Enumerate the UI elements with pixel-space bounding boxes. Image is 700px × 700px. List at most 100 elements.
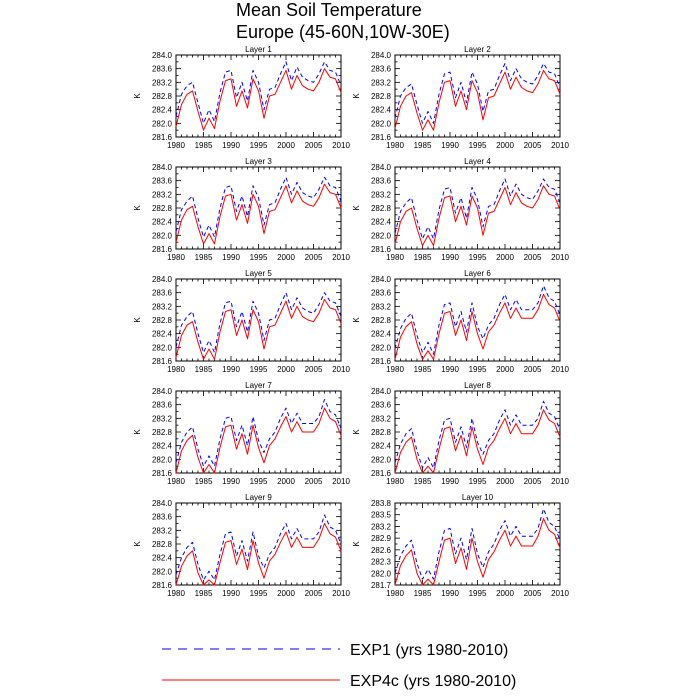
x-tick-label: 1995 — [469, 365, 487, 374]
x-tick-label: 1980 — [167, 141, 185, 150]
y-tick-label: 283.2 — [371, 190, 392, 199]
series-line-exp4c — [175, 523, 342, 586]
x-tick-label: 2010 — [551, 365, 569, 374]
x-tick-label: 2000 — [277, 589, 295, 598]
plot-frame — [394, 54, 561, 138]
y-axis-label: K — [352, 541, 361, 547]
y-tick-label: 282.8 — [152, 428, 173, 437]
y-tick-label: 282.8 — [152, 204, 173, 213]
y-tick-label: 284.0 — [152, 387, 173, 396]
panel-title: Layer 5 — [245, 269, 272, 278]
series-line-exp1 — [175, 399, 342, 467]
y-tick-label: 284.0 — [152, 499, 173, 508]
x-tick-label: 2005 — [524, 589, 542, 598]
x-tick-label: 2010 — [551, 141, 569, 150]
series-line-exp1 — [394, 285, 561, 355]
x-tick-label: 1990 — [222, 477, 240, 486]
y-tick-label: 282.8 — [371, 204, 392, 213]
x-tick-label: 1980 — [386, 141, 404, 150]
x-tick-label: 1985 — [195, 253, 213, 262]
y-tick-label: 283.2 — [152, 302, 173, 311]
x-tick-label: 1980 — [167, 589, 185, 598]
x-tick-label: 2010 — [551, 477, 569, 486]
x-tick-label: 2005 — [305, 365, 323, 374]
panel-6: Layer 6 K 1980 1985 1990 1995 2000 2005 2010 281.… — [352, 269, 569, 374]
y-tick-label: 282.4 — [152, 218, 173, 227]
chart-subtitle: Europe (45-60N,10W-30E) — [236, 22, 450, 42]
y-axis-label: K — [133, 317, 142, 323]
x-tick-label: 2005 — [305, 477, 323, 486]
y-tick-label: 281.6 — [152, 357, 173, 366]
x-tick-label: 1980 — [167, 253, 185, 262]
legend: EXP1 (yrs 1980-2010) EXP4c (yrs 1980-201… — [162, 642, 516, 690]
x-tick-label: 1985 — [414, 477, 432, 486]
y-tick-label: 283.2 — [371, 414, 392, 423]
x-tick-label: 2010 — [332, 589, 350, 598]
panel-title: Layer 3 — [245, 157, 272, 166]
series-line-exp4c — [394, 518, 561, 586]
series-line-exp1 — [394, 400, 561, 469]
series-line-exp1 — [394, 508, 561, 580]
x-tick-label: 2005 — [305, 141, 323, 150]
y-tick-label: 282.4 — [152, 106, 173, 115]
x-tick-label: 2005 — [305, 253, 323, 262]
y-axis-label: K — [352, 429, 361, 435]
x-tick-label: 2010 — [332, 253, 350, 262]
y-tick-label: 282.3 — [371, 558, 392, 567]
x-tick-label: 1980 — [167, 477, 185, 486]
panel-5: Layer 5 K 1980 1985 1990 1995 2000 2005 2010 281.… — [133, 269, 350, 374]
x-tick-label: 1990 — [441, 253, 459, 262]
y-tick-label: 283.6 — [152, 65, 173, 74]
y-axis-label: K — [133, 429, 142, 435]
x-tick-label: 1985 — [414, 141, 432, 150]
y-tick-label: 281.6 — [152, 469, 173, 478]
y-tick-label: 283.2 — [152, 526, 173, 535]
y-tick-label: 282.4 — [371, 442, 392, 451]
y-axis-label: K — [352, 205, 361, 211]
y-tick-label: 281.6 — [371, 133, 392, 142]
x-tick-label: 1995 — [250, 141, 268, 150]
x-tick-label: 1990 — [222, 589, 240, 598]
y-tick-label: 282.8 — [152, 92, 173, 101]
y-tick-label: 283.6 — [152, 513, 173, 522]
y-tick-label: 283.2 — [152, 78, 173, 87]
y-tick-label: 282.0 — [152, 231, 173, 240]
x-tick-label: 1980 — [386, 589, 404, 598]
y-tick-label: 283.6 — [371, 401, 392, 410]
x-tick-label: 2010 — [332, 477, 350, 486]
y-tick-label: 283.2 — [152, 414, 173, 423]
series-line-exp1 — [175, 176, 342, 238]
x-tick-label: 2010 — [551, 253, 569, 262]
legend-label-exp4c: EXP4c (yrs 1980-2010) — [350, 673, 516, 690]
y-tick-label: 283.6 — [152, 177, 173, 186]
x-tick-label: 1995 — [250, 477, 268, 486]
x-tick-label: 1985 — [414, 253, 432, 262]
x-tick-label: 1985 — [195, 141, 213, 150]
x-tick-label: 2005 — [524, 141, 542, 150]
x-tick-label: 2000 — [277, 365, 295, 374]
x-tick-label: 2000 — [496, 589, 514, 598]
x-tick-label: 2000 — [277, 477, 295, 486]
series-line-exp1 — [175, 514, 342, 581]
panel-title: Layer 1 — [245, 45, 272, 54]
y-tick-label: 282.8 — [152, 316, 173, 325]
y-tick-label: 281.6 — [152, 245, 173, 254]
y-tick-label: 282.9 — [371, 534, 392, 543]
x-tick-label: 2005 — [524, 253, 542, 262]
y-tick-label: 282.0 — [371, 455, 392, 464]
x-tick-label: 1995 — [469, 589, 487, 598]
x-tick-label: 1985 — [195, 589, 213, 598]
y-tick-label: 283.6 — [371, 289, 392, 298]
series-line-exp4c — [175, 299, 342, 360]
series-line-exp4c — [394, 293, 561, 360]
plot-frame — [175, 278, 342, 362]
y-axis-label: K — [133, 541, 142, 547]
x-tick-label: 2000 — [496, 365, 514, 374]
panel-7: Layer 7 K 1980 1985 1990 1995 2000 2005 2010 281.… — [133, 381, 350, 486]
panel-title: Layer 2 — [464, 45, 491, 54]
x-tick-label: 1985 — [414, 589, 432, 598]
x-tick-label: 2005 — [524, 477, 542, 486]
y-tick-label: 282.6 — [371, 546, 392, 555]
series-line-exp1 — [175, 61, 342, 124]
